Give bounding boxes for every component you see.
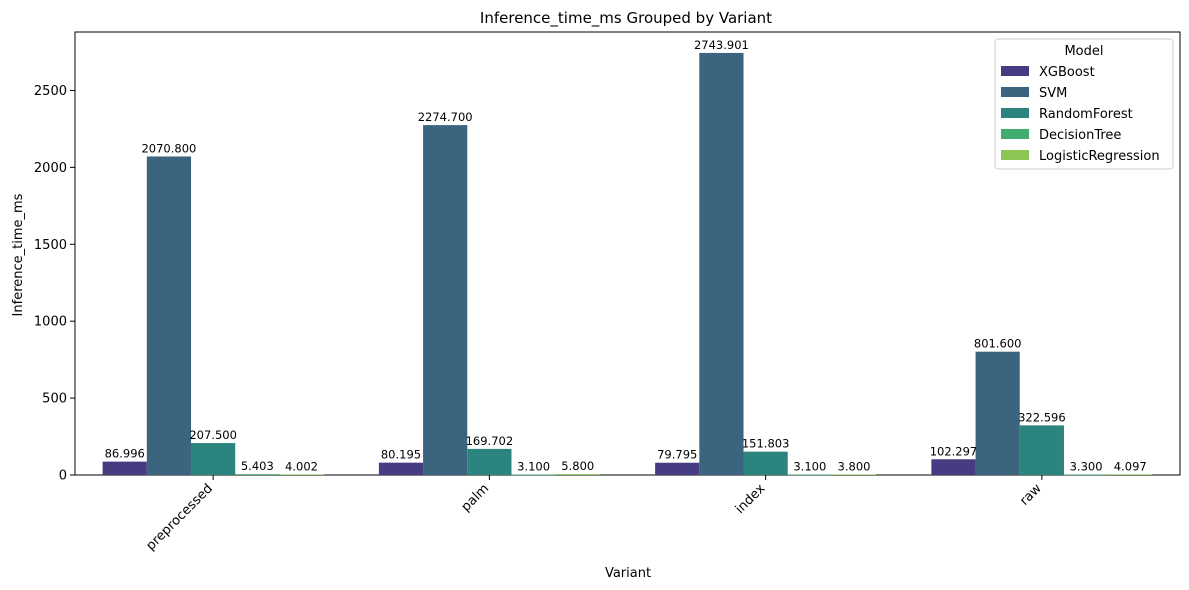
x-tick-label: raw <box>1017 481 1045 509</box>
bar-value-label: 3.100 <box>517 460 550 474</box>
bar-value-label: 3.100 <box>793 460 826 474</box>
bars-group <box>102 52 1153 476</box>
bar-value-label: 2070.800 <box>141 141 196 155</box>
bar-value-label: 80.195 <box>381 448 421 462</box>
bar <box>655 462 700 475</box>
bar-value-label: 169.702 <box>466 434 514 448</box>
legend-entry: DecisionTree <box>1039 128 1121 143</box>
bar-value-label: 151.803 <box>742 437 790 451</box>
y-tick-label: 0 <box>59 469 67 484</box>
y-axis: 0 500 1000 1500 2000 2500 <box>34 84 75 484</box>
bar <box>787 474 832 476</box>
bar <box>378 462 424 475</box>
legend-entry: LogisticRegression <box>1039 149 1160 164</box>
bar-value-label: 102.297 <box>930 444 978 458</box>
bar <box>831 474 877 476</box>
y-tick-label: 1000 <box>34 315 67 330</box>
x-tick-label: preprocessed <box>143 481 215 553</box>
legend-title: Model <box>1064 44 1103 59</box>
bar <box>423 125 468 476</box>
bar <box>931 459 976 475</box>
bar <box>102 461 147 475</box>
legend-swatch <box>1001 87 1029 97</box>
legend: Model XGBoost SVM RandomForest DecisionTree… <box>994 38 1174 170</box>
bar-value-label: 801.600 <box>974 337 1022 351</box>
x-tick-label: palm <box>459 481 493 515</box>
y-axis-label: Inference_time_ms <box>11 193 26 316</box>
bar-value-label: 86.996 <box>105 447 145 461</box>
legend-entry: RandomForest <box>1039 107 1133 122</box>
legend-swatch <box>1001 150 1029 160</box>
legend-swatch <box>1001 66 1029 76</box>
bar <box>743 451 788 475</box>
bar-value-label: 5.800 <box>561 459 594 473</box>
y-tick-label: 1500 <box>34 238 67 253</box>
bar <box>235 474 280 475</box>
bar <box>699 52 744 476</box>
bar-value-label: 2743.901 <box>694 38 749 52</box>
bar <box>467 448 512 475</box>
bar-value-label: 322.596 <box>1018 410 1066 424</box>
bar-value-label: 2274.700 <box>418 110 473 124</box>
bar <box>146 156 192 475</box>
bar-value-label: 4.097 <box>1114 459 1147 473</box>
legend-items: XGBoost SVM RandomForest DecisionTree Logist… <box>1001 65 1160 164</box>
bar-value-label: 207.500 <box>189 428 237 442</box>
data-labels-group: 86.996 80.195 79.795 102.297 2070.800 2274.70… <box>105 38 1147 474</box>
bar <box>511 474 556 476</box>
legend-swatch <box>1001 129 1029 139</box>
bar-value-label: 4.002 <box>285 459 318 473</box>
x-tick-label: index <box>733 481 769 517</box>
bar <box>1108 474 1153 475</box>
legend-entry: XGBoost <box>1039 65 1095 80</box>
legend-swatch <box>1001 108 1029 118</box>
legend-entry: SVM <box>1039 86 1067 101</box>
bar <box>191 443 236 475</box>
bar-value-label: 3.300 <box>1070 459 1103 473</box>
bar-value-label: 79.795 <box>657 448 697 462</box>
y-tick-label: 500 <box>42 392 67 407</box>
bar-value-label: 5.403 <box>241 459 274 473</box>
x-axis: preprocessed palm index raw <box>143 475 1045 554</box>
bar <box>975 351 1020 475</box>
bar <box>1063 474 1109 476</box>
bar-value-label: 3.800 <box>838 459 871 473</box>
bar <box>279 474 324 475</box>
plot-frame <box>74 31 1181 476</box>
legend-box <box>994 38 1174 170</box>
bar <box>1019 425 1064 475</box>
y-tick-label: 2500 <box>34 84 67 99</box>
y-tick-label: 2000 <box>34 161 67 176</box>
bar <box>555 474 600 475</box>
chart-title: Inference_time_ms Grouped by Variant <box>480 9 772 28</box>
x-axis-label: Variant <box>605 566 651 581</box>
